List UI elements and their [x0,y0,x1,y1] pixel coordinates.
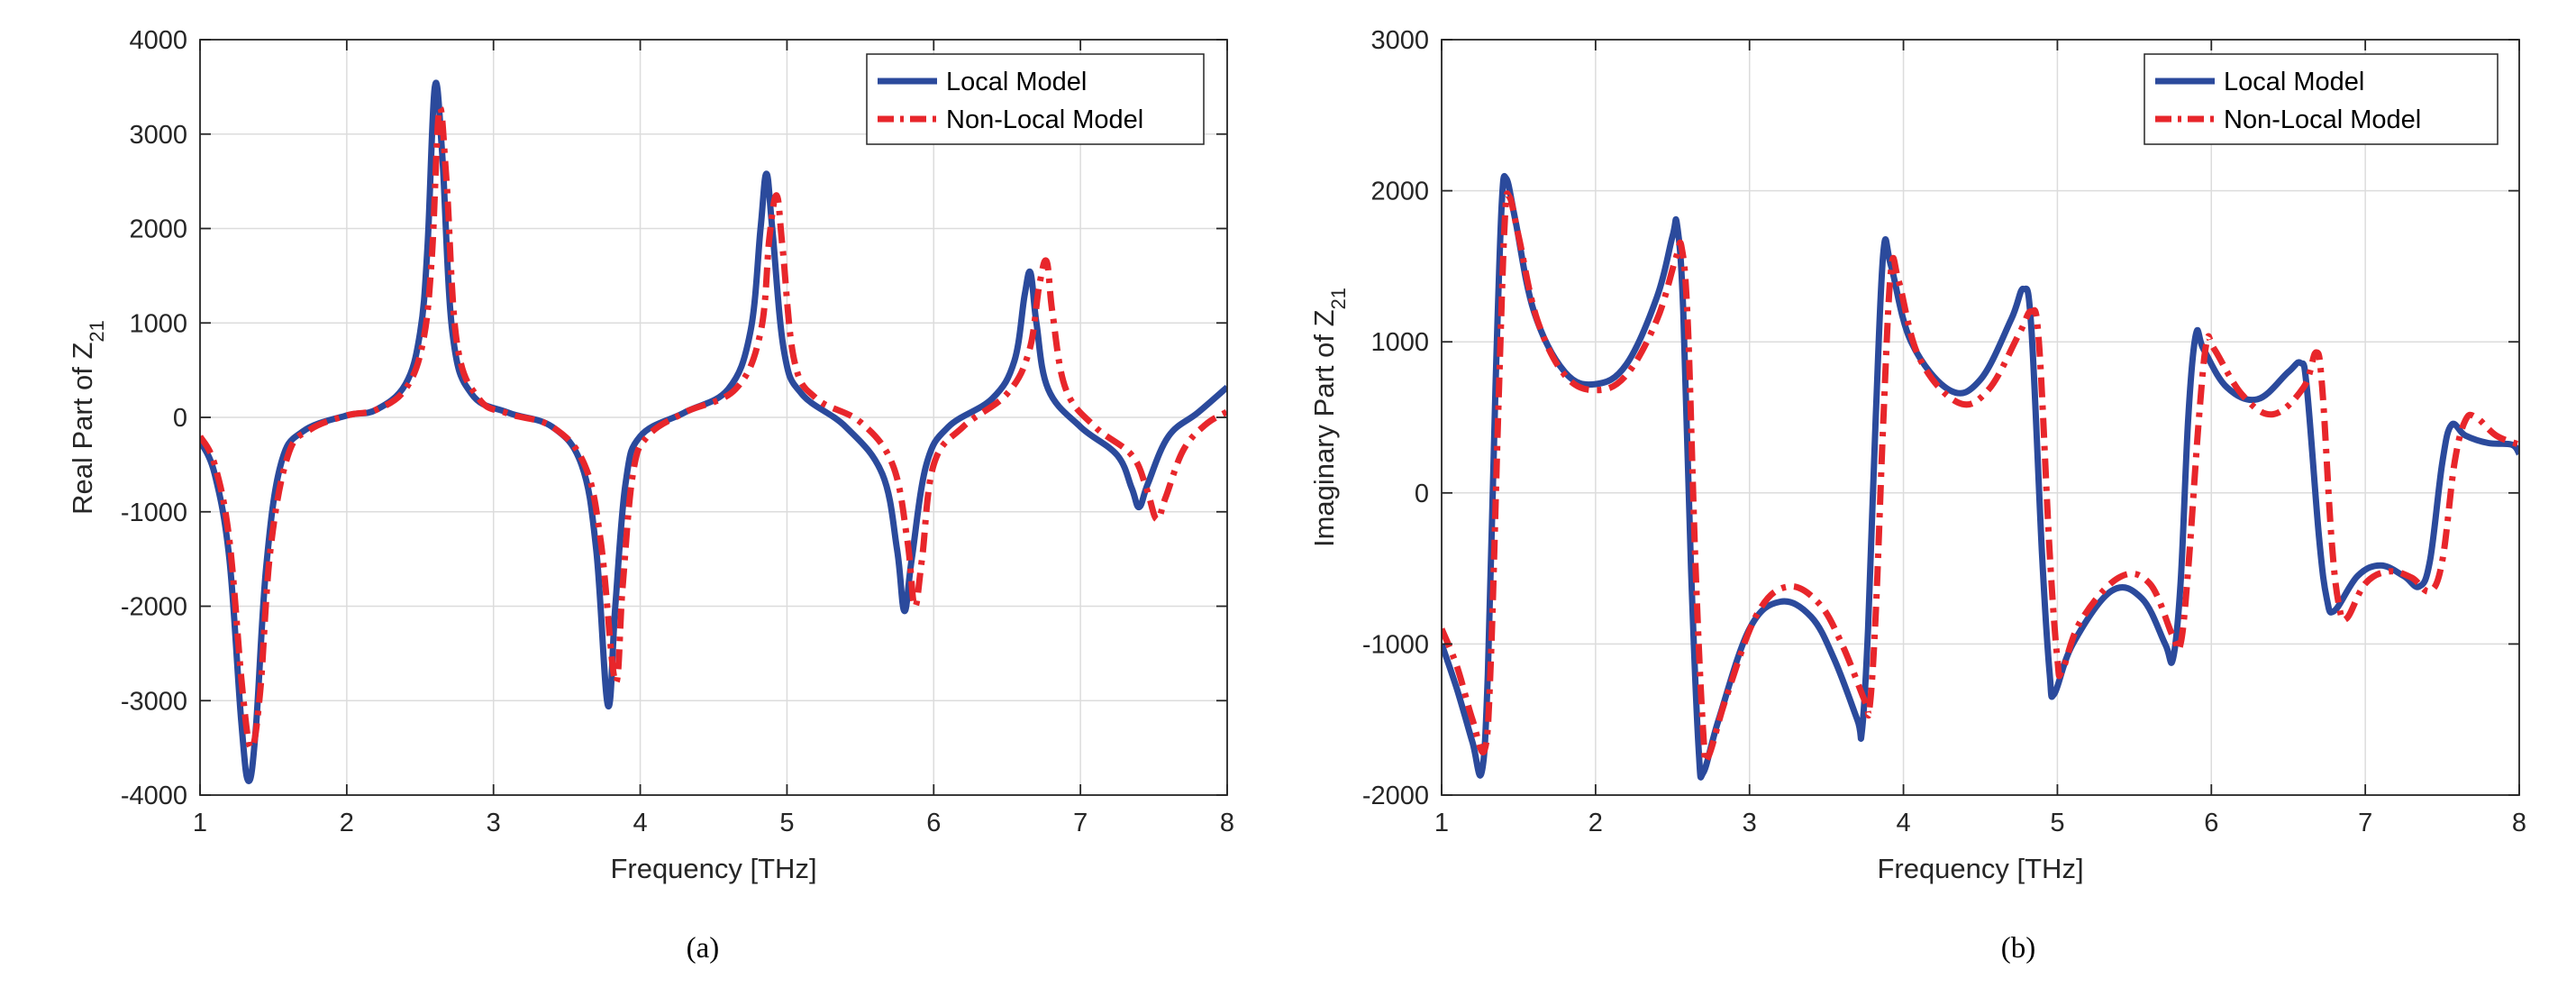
x-axis-label: Frequency [THz] [1877,853,2083,884]
x-tick-label: 6 [926,809,941,837]
legend-label: Non-Local Model [2224,105,2421,134]
x-tick-label: 4 [633,809,648,837]
y-axis-label-main: Imaginary Part of Z [1308,309,1340,547]
y-tick-label: 4000 [129,26,187,55]
y-tick-label: -3000 [121,687,187,716]
y-axis-label: Imaginary Part of Z21 [1308,288,1350,547]
legend: Local Model Non-Local Model [2144,53,2499,145]
plot-area [1442,40,2519,795]
y-tick-label: 3000 [1370,26,1429,55]
y-tick-label: -4000 [121,782,187,810]
x-tick-label: 5 [779,809,794,837]
y-tick-label: 0 [1415,480,1429,508]
x-tick-label: 8 [1220,809,1234,837]
x-tick-label: 8 [2512,809,2526,837]
series-line-non-local-model [1442,190,2519,765]
x-tick-label: 1 [193,809,207,837]
y-axis-label-subscript: 21 [86,320,108,342]
legend-box [2144,53,2499,145]
x-tick-label: 7 [1073,809,1088,837]
chart-panel-b: 1 2 3 4 5 6 7 8 -2000 -1000 0 1000 2000 3000 Frequency… [1308,26,2526,965]
y-tick-label: -2000 [1362,782,1429,810]
x-tick-label: 5 [2050,809,2064,837]
ticks: 1 2 3 4 5 6 7 8 -4000 -3000 -2000 -1000 0 1000 2000 300… [121,26,1234,837]
x-tick-label: 7 [2358,809,2372,837]
series-group [200,79,1227,784]
y-tick-label: 1000 [129,309,187,338]
axes-box [1441,39,2520,796]
y-axis-label-main: Real Part of Z [67,343,98,515]
x-tick-label: 1 [1434,809,1449,837]
series-line-non-local-model [200,105,1227,752]
y-tick-label: -1000 [1362,630,1429,659]
panel-caption: (a) [687,932,720,965]
y-tick-label: 2000 [129,215,187,244]
y-tick-label: -2000 [121,593,187,622]
x-tick-label: 3 [487,809,501,837]
series-line-local-model [1442,172,2519,781]
y-axis-label-subscript: 21 [1327,288,1350,309]
x-tick-label: 3 [1743,809,1757,837]
x-tick-label: 2 [1588,809,1603,837]
x-tick-label: 6 [2204,809,2218,837]
y-tick-label: 0 [173,404,187,433]
x-tick-label: 4 [1897,809,1911,837]
chart-panel-a: 1 2 3 4 5 6 7 8 -4000 -3000 -2000 -1000 0 1000 2000 300… [67,26,1234,965]
x-axis-label: Frequency [THz] [610,853,816,884]
panel-caption: (b) [2001,932,2035,965]
y-tick-label: 3000 [129,121,187,150]
legend-label: Non-Local Model [946,105,1143,134]
series-group [1442,172,2519,781]
legend: Local Model Non-Local Model [866,53,1205,145]
legend-label: Local Model [2224,68,2364,96]
y-axis-label: Real Part of Z21 [67,320,108,515]
legend-label: Local Model [946,68,1087,96]
y-tick-label: 1000 [1370,328,1429,357]
x-tick-label: 2 [340,809,354,837]
y-tick-label: 2000 [1370,178,1429,206]
legend-box [866,53,1205,145]
ticks: 1 2 3 4 5 6 7 8 -2000 -1000 0 1000 2000 3000 [1362,26,2526,837]
y-tick-label: -1000 [121,498,187,527]
